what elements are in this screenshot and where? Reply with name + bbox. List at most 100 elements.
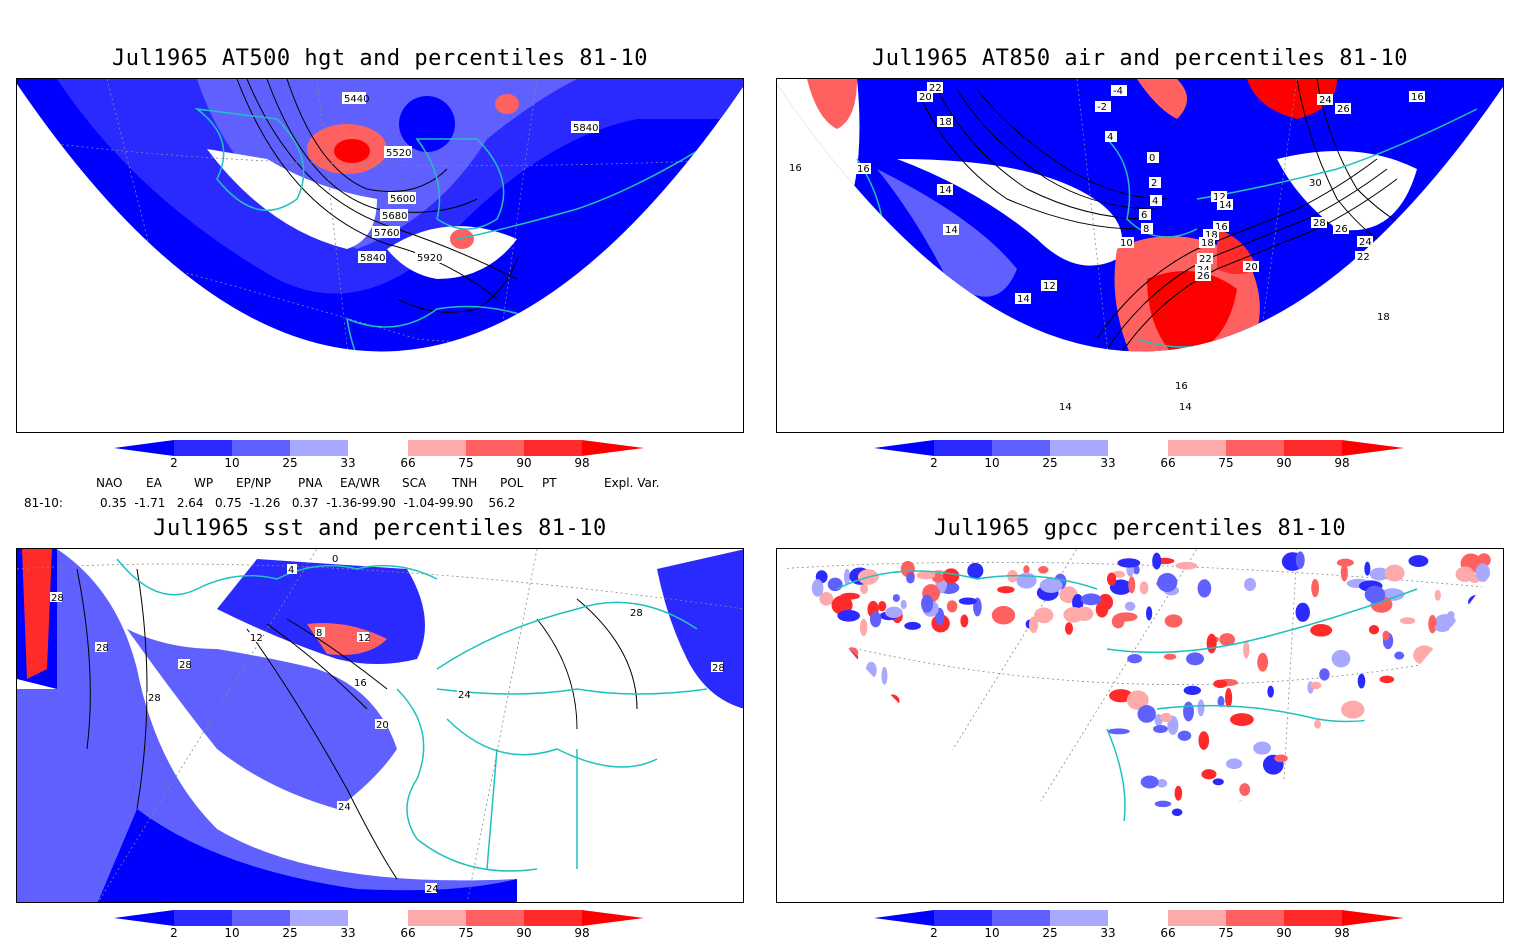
contour-label: 18 (1205, 230, 1218, 241)
precip-blob (1206, 633, 1217, 654)
colorbar-tick-label: 98 (1334, 456, 1350, 470)
percentile-region (450, 229, 474, 249)
precip-blob (921, 594, 934, 613)
colorbar-top-left: 2 10 25 33 66 75 90 98 (114, 440, 644, 476)
precip-blob (960, 614, 969, 628)
precip-blob (991, 606, 1016, 625)
contour-label: 24 (426, 884, 439, 895)
colorbar-segment (1108, 910, 1166, 926)
percentile-region (387, 226, 517, 279)
contour-line (956, 88, 1158, 210)
contour-label: 16 (1175, 381, 1188, 392)
grid-line (17, 549, 743, 902)
index-header: TNH (452, 476, 478, 490)
contour-label: 12 (1213, 192, 1226, 203)
precip-blob (1253, 741, 1272, 755)
index-header: EA/WR (340, 476, 381, 490)
precip-blob (892, 594, 900, 602)
colorbar-tick-label: 90 (1276, 456, 1292, 470)
colorbar-segment (348, 440, 406, 456)
precip-blob (1133, 565, 1140, 575)
contour-label: 16 (789, 163, 802, 174)
precip-blob (1117, 558, 1141, 568)
precip-blob (1379, 675, 1395, 684)
precip-blob (1201, 769, 1217, 780)
precip-blob (1310, 624, 1333, 637)
precip-blob (1174, 785, 1183, 801)
map-panel-sst: 28 28 28 28 12 8 12 16 20 24 24 24 28 28… (16, 548, 744, 903)
precip-blob (1319, 668, 1330, 681)
precip-blob (1137, 705, 1156, 723)
colorbar-high-arrow (1342, 910, 1404, 926)
precip-blob (1428, 614, 1437, 634)
colorbar-tick-label: 25 (1042, 926, 1058, 940)
contour-label: 0 (332, 554, 338, 565)
contour-line (1116, 178, 1398, 352)
precip-blob (1171, 808, 1183, 817)
contour-label: 26 (1335, 224, 1348, 235)
colorbar-tick-label: 90 (516, 456, 532, 470)
contour-label: 12 (358, 633, 371, 644)
colorbar-segment (232, 910, 290, 926)
precip-blob (1109, 689, 1133, 703)
percentile-region (22, 549, 52, 679)
precip-blob (1124, 601, 1136, 612)
contour-label: 20 (1245, 262, 1258, 273)
precip-blob (1183, 685, 1202, 696)
precip-blob (1157, 572, 1178, 593)
precip-blob (1097, 593, 1114, 611)
colorbar-segment (992, 440, 1050, 456)
colorbar-tick-label: 33 (340, 926, 356, 940)
contour-label: 24 (1359, 237, 1372, 248)
precip-blob (1164, 614, 1183, 628)
precip-blob (1257, 652, 1269, 672)
colorbar-tick-label: 25 (1042, 456, 1058, 470)
contour-line (396, 258, 518, 313)
contour-label: 14 (945, 225, 958, 236)
precip-blob (1314, 719, 1322, 729)
colorbar-tick-label: 33 (1100, 456, 1116, 470)
contour-label: 28 (712, 663, 725, 674)
precip-blob (958, 597, 977, 605)
grid-meridian (106, 79, 198, 352)
precip-blob (1475, 563, 1491, 582)
precip-blob (1177, 730, 1192, 741)
percentile-region (1147, 271, 1237, 352)
contour-label: 14 (1059, 402, 1072, 413)
contour-line (1096, 158, 1378, 340)
percentile-region (1277, 151, 1417, 231)
colorbar-segment (524, 440, 582, 456)
precip-blob (906, 573, 915, 584)
colorbar-tick-label: 90 (1276, 926, 1292, 940)
percentile-region (334, 139, 370, 163)
colorbar-segment (1226, 910, 1284, 926)
precip-blob (997, 586, 1015, 594)
colorbar-segment (934, 440, 992, 456)
contour-line (266, 79, 478, 213)
contour-label: 14 (939, 185, 952, 196)
precip-blob (1064, 622, 1074, 635)
index-values: 0.35 -1.71 2.64 0.75 -1.26 0.37 -1.36-99… (100, 496, 516, 510)
contour-label: 10 (1120, 238, 1133, 249)
precip-blob (1127, 654, 1143, 664)
precip-blob (1072, 594, 1084, 612)
precip-blob (1239, 783, 1251, 796)
percentile-region (495, 94, 519, 114)
precip-blob (1034, 607, 1054, 624)
colorbar-bottom-left: 2 10 25 33 66 75 90 98 (114, 910, 644, 946)
colorbar-segment (934, 910, 992, 926)
contour-label: 4 (1107, 132, 1113, 143)
contour-label: 20 (919, 92, 932, 103)
colorbar-segment (174, 440, 232, 456)
colorbar-tick-label: 25 (282, 456, 298, 470)
contour-line (536, 598, 638, 730)
contour-label: 22 (929, 83, 942, 94)
precip-blob (1368, 624, 1380, 635)
colorbar-tick-label: 66 (1160, 926, 1176, 940)
colorbar-segment (348, 910, 406, 926)
precip-blob (837, 609, 861, 622)
colorbar-tick-label: 2 (930, 456, 938, 470)
precip-blob (1080, 593, 1102, 606)
colorbar-segment (408, 910, 466, 926)
precip-blob (1295, 602, 1310, 622)
